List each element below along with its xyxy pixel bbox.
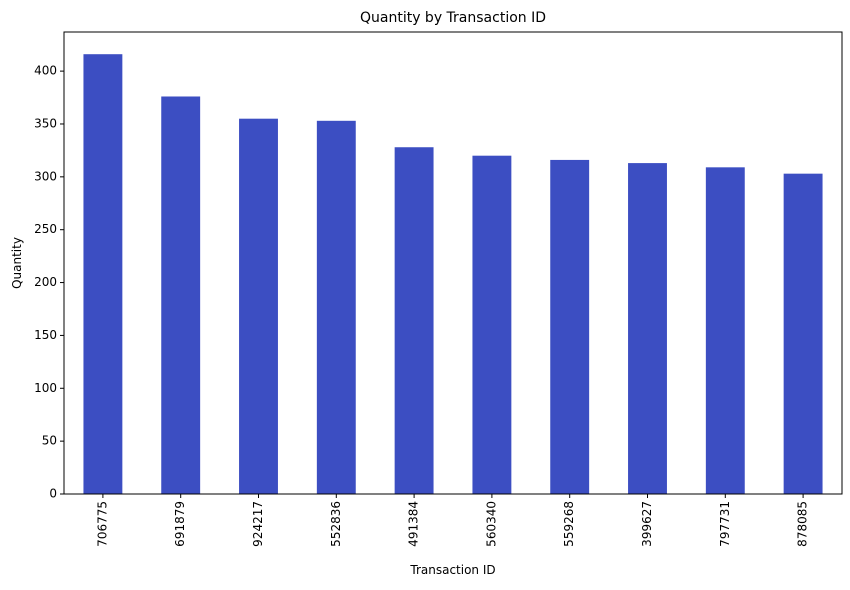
x-tick-label: 706775 (95, 501, 109, 547)
x-axis-label: Transaction ID (409, 563, 495, 577)
y-tick-label: 200 (34, 275, 57, 289)
y-tick-label: 250 (34, 222, 57, 236)
bar-878085 (783, 173, 823, 495)
plot-frame (63, 31, 843, 495)
bar-797731 (705, 167, 745, 495)
y-tick-label: 0 (49, 487, 57, 501)
y-axis-label: Quantity (10, 237, 24, 289)
y-tick-label: 100 (34, 381, 57, 395)
chart-title: Quantity by Transaction ID (360, 10, 546, 26)
bar-559268 (550, 159, 590, 495)
x-tick-label: 924217 (251, 501, 265, 547)
x-tick-label: 797731 (718, 501, 732, 547)
bar-560340 (472, 155, 512, 494)
y-axis: 0 50 100 150 200 250 300 350 400 (34, 64, 64, 501)
x-tick-label: 491384 (407, 501, 421, 547)
y-tick-label: 400 (34, 64, 57, 78)
x-tick-label: 560340 (484, 501, 498, 547)
bars-group (83, 54, 823, 495)
bar-552836 (316, 120, 356, 495)
bar-924217 (239, 118, 278, 495)
x-tick-label: 552836 (329, 501, 343, 547)
y-tick-label: 300 (34, 169, 57, 183)
bar-491384 (394, 147, 434, 494)
y-tick-label: 50 (42, 434, 57, 448)
y-tick-label: 350 (34, 116, 57, 130)
bar-691879 (161, 96, 201, 495)
x-axis: 706775 691879 924217 552836 491384 560340 5592… (95, 494, 810, 547)
y-tick-label: 150 (34, 328, 57, 342)
x-tick-label: 878085 (796, 501, 810, 547)
x-tick-label: 399627 (640, 501, 654, 547)
x-tick-label: 559268 (562, 501, 576, 547)
x-tick-label: 691879 (173, 501, 187, 547)
bar-399627 (628, 163, 667, 495)
bar-706775 (83, 54, 123, 494)
